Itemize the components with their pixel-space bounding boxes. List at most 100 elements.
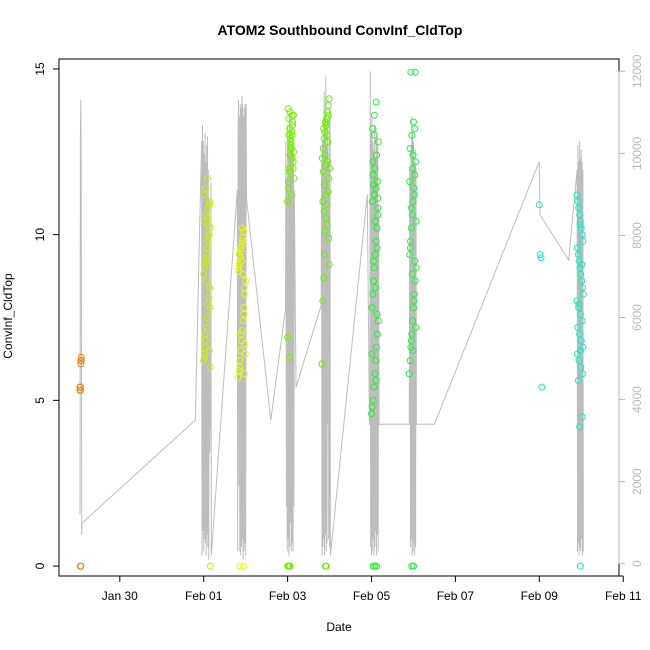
data-point xyxy=(407,68,415,76)
x-tick-label: Feb 11 xyxy=(605,589,642,603)
data-point xyxy=(235,367,243,374)
data-point xyxy=(204,300,212,308)
data-point xyxy=(369,158,377,166)
series-flight-7 xyxy=(405,68,420,570)
data-point xyxy=(322,161,330,169)
data-point xyxy=(408,131,416,139)
data-point xyxy=(203,251,211,258)
data-point xyxy=(236,357,244,365)
data-point xyxy=(408,330,416,338)
data-point xyxy=(410,304,417,312)
data-point xyxy=(578,317,586,325)
series-flight-4 xyxy=(284,105,298,570)
data-point xyxy=(321,251,328,258)
data-point xyxy=(406,145,414,152)
data-point xyxy=(575,304,583,312)
data-point xyxy=(576,211,584,219)
data-point xyxy=(200,270,208,278)
data-point xyxy=(240,304,248,312)
data-point xyxy=(371,217,379,225)
data-point xyxy=(206,363,214,371)
data-point xyxy=(578,261,586,268)
data-point xyxy=(574,323,582,331)
data-point xyxy=(407,224,415,232)
data-point xyxy=(577,337,585,345)
data-point xyxy=(320,207,328,215)
data-point xyxy=(241,340,249,348)
data-point xyxy=(410,118,417,126)
data-point xyxy=(575,357,583,365)
data-point xyxy=(205,221,213,229)
data-point xyxy=(574,244,581,252)
data-point xyxy=(410,191,418,199)
data-point xyxy=(576,264,584,272)
data-point xyxy=(318,360,326,368)
series-flight-1 xyxy=(76,353,85,570)
data-point xyxy=(368,198,376,205)
data-point xyxy=(368,410,375,418)
data-point xyxy=(407,244,414,252)
data-point xyxy=(239,270,247,278)
data-point xyxy=(203,261,211,268)
data-point xyxy=(287,191,295,199)
data-point xyxy=(237,347,245,355)
data-point xyxy=(324,158,331,166)
data-point xyxy=(407,337,415,345)
data-point xyxy=(241,350,249,358)
data-point xyxy=(409,151,417,159)
data-point xyxy=(239,237,247,245)
data-point xyxy=(285,168,293,176)
data-point xyxy=(204,214,212,222)
data-point xyxy=(206,304,214,312)
y2-tick-label: 4000 xyxy=(630,386,644,413)
data-point xyxy=(201,353,209,361)
data-point xyxy=(411,125,419,133)
data-point xyxy=(325,234,333,242)
data-point xyxy=(284,198,292,205)
data-point xyxy=(373,310,381,318)
x-tick-label: Feb 07 xyxy=(437,589,475,603)
data-point xyxy=(201,350,209,358)
data-point xyxy=(323,131,331,139)
data-point xyxy=(370,257,378,265)
data-point xyxy=(201,337,209,345)
y-axis-right: 0 2000 4000 6000 8000 10000 12000 xyxy=(618,54,644,567)
data-point xyxy=(241,290,249,298)
series-flight-3 xyxy=(234,224,250,570)
data-point xyxy=(373,562,380,570)
data-point xyxy=(321,181,328,189)
data-point xyxy=(240,370,248,378)
x-tick-label: Feb 01 xyxy=(185,589,223,603)
data-point xyxy=(575,300,583,308)
data-point xyxy=(323,221,331,229)
data-point xyxy=(368,350,376,358)
data-point xyxy=(76,386,84,394)
data-point xyxy=(579,370,586,378)
data-point xyxy=(285,131,293,139)
data-point xyxy=(373,151,380,159)
data-point xyxy=(239,234,247,242)
data-point xyxy=(237,247,245,255)
data-point xyxy=(289,158,297,166)
data-point xyxy=(577,270,585,278)
data-point xyxy=(285,178,292,186)
data-point xyxy=(408,211,416,219)
x-tick-label: Feb 03 xyxy=(269,589,307,603)
x-tick-label: Jan 30 xyxy=(102,589,138,603)
data-point xyxy=(579,237,587,245)
data-point xyxy=(373,224,381,232)
data-point xyxy=(240,284,248,292)
data-point xyxy=(573,297,581,305)
data-point xyxy=(577,224,585,232)
data-point xyxy=(205,231,213,239)
data-point xyxy=(412,264,420,272)
data-point xyxy=(409,317,417,325)
data-point xyxy=(321,227,329,235)
data-point xyxy=(200,191,208,199)
series-flight-2 xyxy=(200,174,214,570)
data-point xyxy=(320,125,328,133)
data-point xyxy=(370,264,378,272)
data-point xyxy=(240,310,248,318)
data-point xyxy=(576,330,584,338)
data-point xyxy=(574,251,582,258)
